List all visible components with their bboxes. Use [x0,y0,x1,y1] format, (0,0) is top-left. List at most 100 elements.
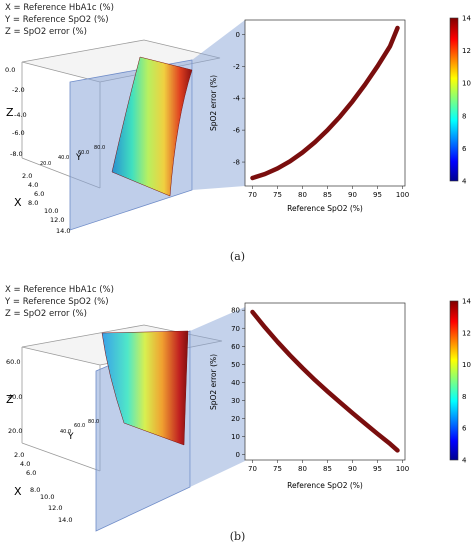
x-tick-label: 70 [248,465,257,473]
data-point [313,140,317,144]
colorbar-tick-a: 8 [462,112,466,120]
line-chart-b: 70 75 80 85 90 95 100 0 10 20 30 40 50 60 70 80 [231,302,409,473]
x-tick-label: 85 [323,465,332,473]
data-point [251,310,254,314]
colorbar-tick-b: 12 [462,329,471,337]
colorbar-tick-a: 4 [462,178,467,186]
x-tick-b: 14.0 [58,516,72,524]
colorbar-tick-b: 6 [462,425,467,433]
line-chart-a: 70 75 80 85 90 95 100 -8 -6 -4 -2 0 [233,19,409,199]
data-point [388,45,392,48]
caption-b: (b) [229,530,246,543]
x-tick-label: 95 [373,465,382,473]
caption-a: (a) [229,250,246,263]
y-tick-b: 80.0 [88,419,99,425]
x-tick-a: 12.0 [50,216,64,224]
x-tick-label: 85 [323,191,332,199]
x-axis-label-b: Reference SpO2 (%) [287,481,363,490]
data-point [351,100,354,103]
z-tick-a: 0.0 [5,66,15,74]
projection-funnel-a [192,20,245,190]
x-tick-label: 75 [273,191,282,199]
data-point [396,449,399,452]
data-point [251,176,254,180]
z-tick-a: -8.0 [10,150,23,158]
figure-panel-b: X = Reference HbA1c (%) Y = Reference Sp… [0,275,475,550]
data-point [338,401,342,404]
x-tick-label: 90 [348,191,357,199]
x-tick-b: 4.0 [20,460,30,468]
data-point [396,26,399,30]
x-tick-label: 95 [373,191,382,199]
y-tick-a: 40.0 [58,155,69,161]
data-point [326,128,329,132]
x-tick-a: 10.0 [44,207,58,215]
data-point [338,115,342,118]
data-point [376,65,379,68]
x-tick-label: 75 [273,465,282,473]
x-axis-letter-a: X [14,196,22,209]
y-axis-letter-a: Y [75,153,82,163]
y-tick-label: 0 [236,451,240,459]
data-point [363,83,367,86]
data-point [288,354,292,357]
colorbar-tick-b: 8 [462,393,466,401]
colorbar-tick-a: 6 [462,145,467,153]
x-tick-label: 70 [248,191,257,199]
data-point [313,378,317,382]
colorbar-ticks-b: 4 6 8 10 12 14 [462,298,471,465]
legend-y-line: Y = Reference SpO2 (%) [5,15,109,25]
z-axis-letter-a: Z [6,106,14,119]
y-tick-b: 60.0 [74,423,85,429]
x-tick-a: 4.0 [28,181,38,189]
data-point [288,160,292,163]
colorbar-a [449,17,459,182]
legend-x-line: X = Reference HbA1c (%) [5,3,114,13]
figure-panel-a: X = Reference HbA1c (%) Y = Reference Sp… [5,3,471,263]
y-tick-b: 40.0 [60,429,71,435]
data-point [263,326,267,329]
y-tick-label: -8 [233,159,240,167]
x-axis-label-a: Reference SpO2 (%) [287,204,363,213]
z-tick-a: -4.0 [14,111,27,119]
y-tick-a: 80.0 [94,145,105,151]
colorbar-tick-b: 14 [462,298,471,306]
data-point [263,172,267,176]
x-tick-label: 90 [348,465,357,473]
x-tick-label: 80 [298,191,307,199]
x-tick-label: 100 [396,465,409,473]
y-tick-label: -4 [233,95,241,103]
data-point [388,442,392,445]
y-tick-label: 30 [231,397,240,405]
y-axis-label-b: SpO2 error (%) [209,354,218,410]
data-point [326,390,329,393]
x-tick-a: 6.0 [34,190,44,198]
colorbar-tick-a: 10 [462,80,471,88]
colorbar-tick-b: 4 [462,457,467,465]
x-tick-a: 2.0 [22,172,32,180]
y-tick-label: 80 [231,307,240,315]
legend-x-line: X = Reference HbA1c (%) [5,285,114,295]
legend-y-line: Y = Reference SpO2 (%) [5,297,109,307]
panel-b-graphics: Z X Y 60.0 40.0 20.0 2.0 4.0 6.0 8.0 10.… [6,298,471,532]
data-point [301,151,304,154]
plot-area [244,19,406,187]
data-point [301,366,304,370]
y-tick-label: -2 [233,63,240,71]
data-point [276,167,279,170]
z-tick-b: 60.0 [6,358,20,366]
y-tick-label: 50 [231,361,240,369]
x-tick-a: 8.0 [28,199,38,207]
colorbar-b [449,300,459,461]
legend-z-line: Z = SpO2 error (%) [5,27,87,37]
z-tick-b: 40.0 [8,393,22,401]
projection-funnel-b [190,307,245,487]
data-point [276,340,279,343]
z-tick-a: -6.0 [12,129,25,137]
y-tick-label: -6 [233,127,241,135]
y-tick-label: 70 [231,325,240,333]
y-tick-a: 60.0 [78,150,89,156]
y-axis-letter-b: Y [67,432,74,442]
data-point [376,432,379,436]
y-tick-label: 20 [231,415,240,423]
